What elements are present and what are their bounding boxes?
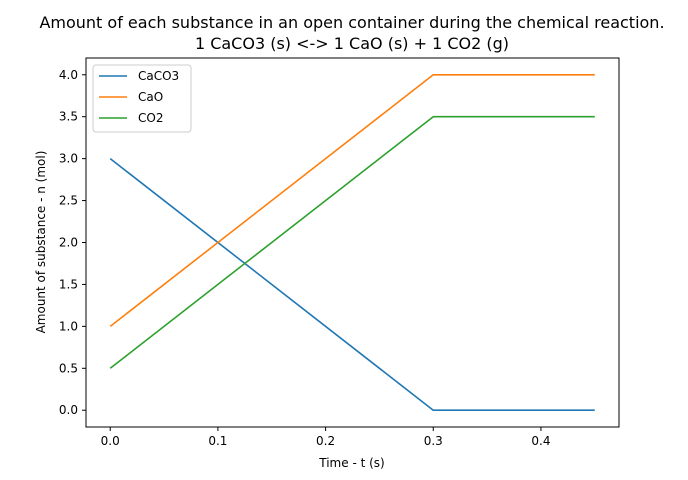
y-tick-label: 3.5 bbox=[59, 110, 78, 124]
y-axis: 0.0 0.5 1.0 1.5 2.0 2.5 3.0 3.5 4.0 bbox=[59, 68, 86, 417]
y-tick-label: 2.5 bbox=[59, 194, 78, 208]
y-tick-label: 0.5 bbox=[59, 361, 78, 375]
x-tick-label: 0.4 bbox=[531, 434, 550, 448]
legend-box bbox=[92, 64, 192, 133]
legend-label-caco3: CaCO3 bbox=[138, 69, 179, 83]
y-tick-label: 1.0 bbox=[59, 319, 78, 333]
x-axis: 0.0 0.1 0.2 0.3 0.4 bbox=[101, 427, 550, 448]
y-tick-label: 2.0 bbox=[59, 236, 78, 250]
series-line-cao bbox=[109, 73, 595, 327]
x-tick-label: 0.3 bbox=[424, 434, 443, 448]
x-axis-label: Time - t (s) bbox=[318, 456, 384, 470]
y-tick-label: 1.5 bbox=[59, 277, 78, 291]
series-lines bbox=[109, 73, 595, 412]
y-axis-label: Amount of substance - n (mol) bbox=[34, 151, 48, 334]
x-tick-label: 0.1 bbox=[208, 434, 227, 448]
legend: CaCO3 CaO CO2 bbox=[92, 64, 192, 133]
chart-subtitle: 1 CaCO3 (s) <-> 1 CaO (s) + 1 CO2 (g) bbox=[195, 34, 509, 53]
x-tick-label: 0.0 bbox=[101, 434, 120, 448]
series-line-co2 bbox=[109, 115, 595, 369]
legend-label-cao: CaO bbox=[138, 90, 163, 104]
y-tick-label: 4.0 bbox=[59, 68, 78, 82]
legend-label-co2: CO2 bbox=[138, 111, 163, 125]
x-tick-label: 0.2 bbox=[316, 434, 335, 448]
y-tick-label: 3.0 bbox=[59, 152, 78, 166]
chart-title: Amount of each substance in an open cont… bbox=[39, 13, 664, 32]
y-tick-label: 0.0 bbox=[59, 403, 78, 417]
